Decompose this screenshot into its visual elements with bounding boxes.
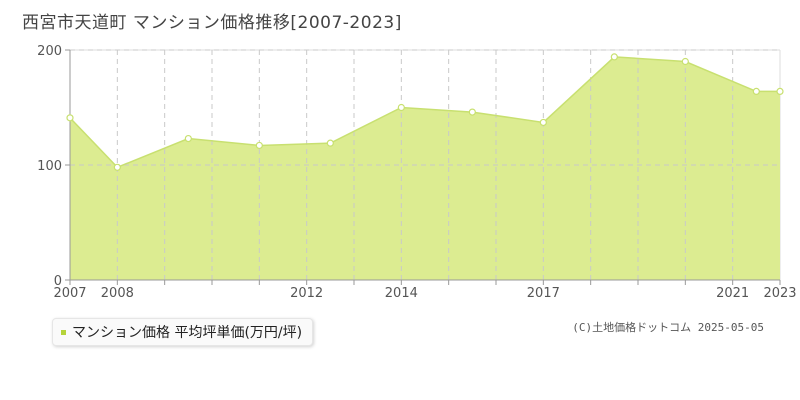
x-tick-label: 2014	[385, 286, 418, 301]
y-tick-label: 200	[37, 44, 62, 59]
data-point	[681, 57, 689, 66]
x-tick-label: 2008	[101, 286, 134, 301]
data-point	[397, 103, 405, 112]
y-tick-label: 0	[54, 274, 62, 289]
series-line	[69, 56, 780, 169]
x-tick-label: 2023	[763, 286, 796, 301]
data-point	[776, 87, 784, 96]
data-point	[539, 118, 547, 127]
area-fill	[70, 56, 780, 281]
data-point	[184, 134, 192, 143]
data-point	[66, 114, 74, 122]
chart-title: 西宮市天道町 マンション価格推移[2007-2023]	[22, 13, 402, 33]
legend: マンション価格 平均坪単価(万円/坪)	[52, 318, 314, 346]
data-point	[752, 87, 760, 96]
data-point	[468, 108, 476, 116]
legend-swatch	[61, 329, 66, 335]
x-tick-label: 2012	[290, 286, 323, 301]
x-tick-label: 2021	[716, 286, 749, 301]
data-point	[255, 141, 263, 150]
data-point	[326, 139, 334, 147]
copyright-notice: (C)土地価格ドットコム 2025-05-05	[572, 321, 764, 334]
data-point	[113, 163, 121, 171]
x-tick-label: 2017	[527, 286, 560, 301]
x-tick-label: 2007	[53, 286, 86, 301]
y-tick-label: 100	[37, 159, 62, 174]
legend-label: マンション価格 平均坪単価(万円/坪)	[72, 325, 303, 341]
data-point	[610, 53, 618, 61]
